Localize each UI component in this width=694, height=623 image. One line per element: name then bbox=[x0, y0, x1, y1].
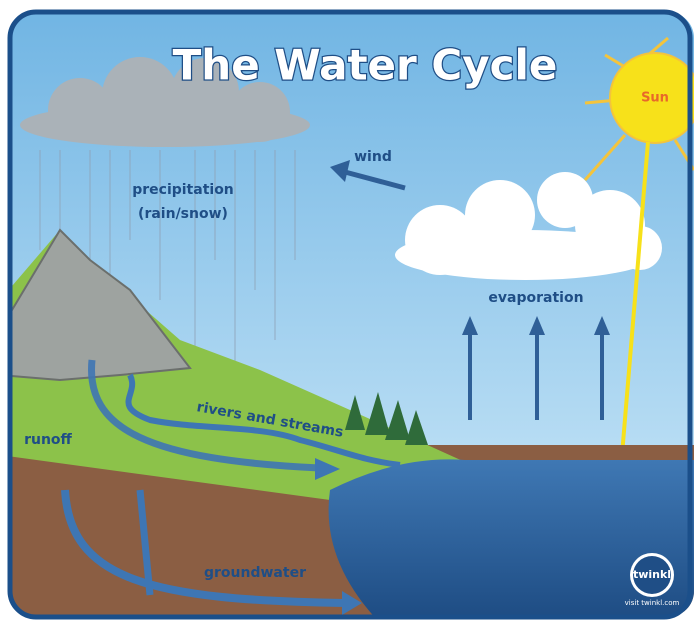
groundwater-label: groundwater bbox=[204, 565, 306, 581]
water-cycle-diagram: The Water Cycle Sun wind precipitation (… bbox=[0, 0, 694, 623]
sun-label: Sun bbox=[641, 91, 669, 106]
title: The Water Cycle bbox=[173, 41, 558, 90]
runoff-label: runoff bbox=[24, 432, 72, 448]
evaporation-label: evaporation bbox=[488, 290, 583, 306]
scene bbox=[0, 0, 694, 623]
precipitation-label: precipitation bbox=[132, 182, 234, 198]
wind-label: wind bbox=[354, 149, 392, 165]
precipitation-label: (rain/snow) bbox=[138, 206, 228, 222]
logo-name: twinkl bbox=[633, 568, 671, 581]
logo-url: visit twinkl.com bbox=[625, 599, 680, 607]
